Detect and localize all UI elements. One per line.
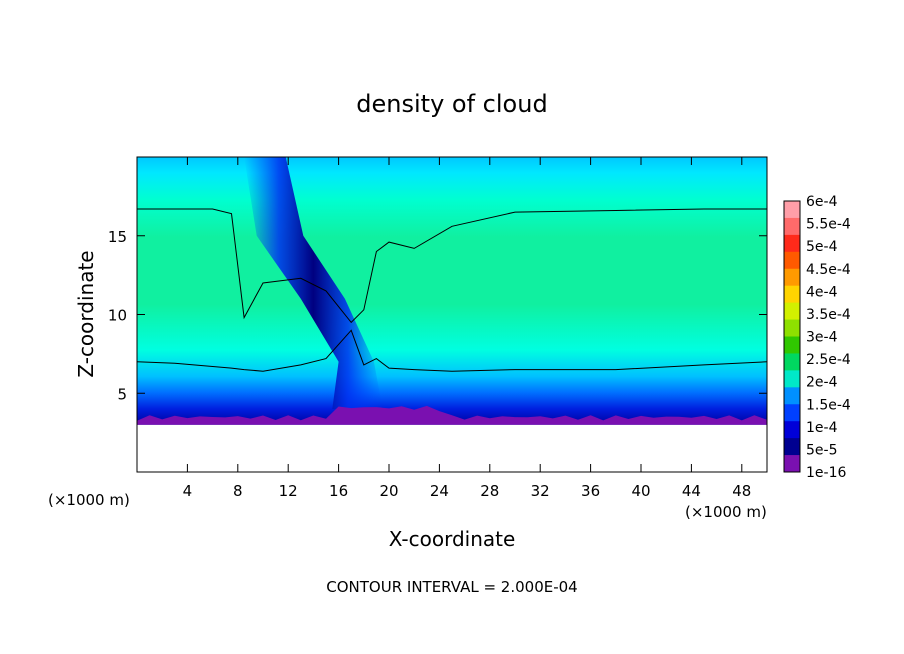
colorbar-label: 2e-4 — [806, 375, 838, 391]
colorbar-swatch — [784, 421, 800, 439]
colorbar-swatch — [784, 251, 800, 270]
colorbar-swatch — [784, 370, 800, 388]
colorbar-label: 5e-4 — [806, 239, 838, 255]
colorbar-label: 3e-4 — [806, 330, 838, 346]
colorbar-swatch — [784, 285, 800, 304]
x-tick-label: 36 — [581, 482, 600, 500]
colorbar-label: 4.5e-4 — [806, 262, 851, 278]
y-tick-label: 10 — [108, 307, 127, 325]
x-tick-label: 44 — [682, 482, 701, 500]
colorbar-swatch — [784, 268, 800, 287]
colorbar-swatch — [784, 217, 800, 236]
y-tick-label: 15 — [108, 228, 127, 246]
colorbar-swatch — [784, 387, 800, 405]
colorbar-swatch — [784, 201, 800, 219]
x-tick-label: 40 — [631, 482, 650, 500]
contour-lower — [137, 329, 767, 372]
colorbar: 6e-4 5.5e-4 5e-4 4.5e-4 4e-4 3.5e-4 3e-4 2.5e-4… — [783, 194, 851, 481]
cloud-field — [137, 157, 767, 425]
y-tick-label: 5 — [117, 385, 127, 403]
x-tick-label: 24 — [430, 482, 449, 500]
x-tick-label: 4 — [183, 482, 193, 500]
colorbar-frame — [783, 200, 801, 473]
colorbar-swatch — [784, 302, 800, 321]
colorbar-label: 5.5e-4 — [806, 217, 851, 233]
colorbar-label: 1.5e-4 — [806, 397, 851, 413]
x-axis-label: X-coordinate — [389, 527, 516, 551]
colorbar-label: 6e-4 — [806, 194, 838, 210]
x-tick-label: 32 — [531, 482, 550, 500]
x-axis-ticks: 4 8 12 16 20 24 28 32 36 40 44 48 — [183, 157, 751, 500]
contour-interval-note: CONTOUR INTERVAL = 2.000E-04 — [326, 578, 577, 596]
x-unit-left: (×1000 m) — [48, 491, 130, 509]
x-tick-label: 16 — [329, 482, 348, 500]
x-unit-right: (×1000 m) — [685, 503, 767, 521]
y-axis-label: Z-coordinate — [74, 250, 98, 377]
x-tick-label: 48 — [732, 482, 751, 500]
colorbar-swatch — [784, 455, 800, 473]
colorbar-label: 1e-4 — [806, 420, 838, 436]
chart-title: density of cloud — [356, 90, 547, 118]
colorbar-label: 1e-16 — [806, 465, 846, 481]
x-tick-label: 8 — [233, 482, 243, 500]
colorbar-swatch — [784, 438, 800, 456]
colorbar-label: 2.5e-4 — [806, 352, 851, 368]
x-tick-label: 28 — [480, 482, 499, 500]
contour-upper — [137, 208, 767, 324]
colorbar-swatch — [784, 234, 800, 253]
colorbar-label: 5e-5 — [806, 442, 837, 458]
colorbar-label: 4e-4 — [806, 284, 838, 300]
colorbar-swatch — [784, 404, 800, 422]
x-tick-label: 20 — [379, 482, 398, 500]
y-axis-ticks: 5 10 15 — [108, 228, 767, 403]
colorbar-swatch — [784, 336, 800, 354]
cloud-base-edge — [137, 405, 767, 425]
plot-area — [137, 157, 767, 425]
x-tick-label: 12 — [279, 482, 298, 500]
colorbar-swatch — [784, 353, 800, 371]
colorbar-label: 3.5e-4 — [806, 307, 851, 323]
colorbar-swatch — [784, 319, 800, 337]
updraft-column — [244, 157, 383, 409]
